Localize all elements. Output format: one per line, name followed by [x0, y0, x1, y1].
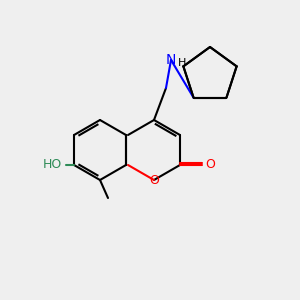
Text: H: H: [178, 58, 186, 68]
Text: O: O: [149, 173, 159, 187]
Text: HO: HO: [43, 158, 62, 172]
Text: N: N: [166, 53, 176, 67]
Text: O: O: [205, 158, 215, 172]
